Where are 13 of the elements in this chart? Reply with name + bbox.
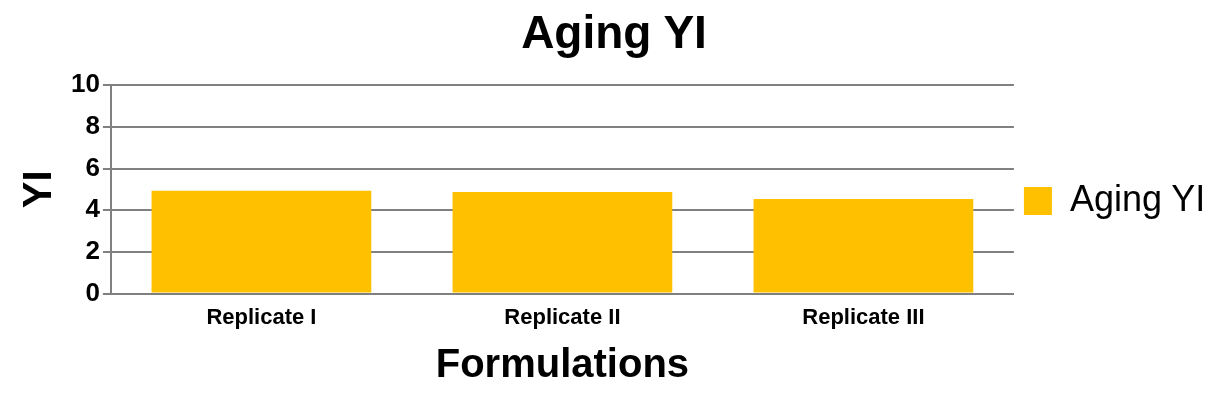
y-tick-label: 4 — [85, 193, 101, 224]
legend-label: Aging YI — [1069, 177, 1206, 219]
y-tick-label: 0 — [85, 276, 100, 307]
x-tick-label: Replicate II — [504, 303, 621, 329]
y-tick-label: 6 — [85, 151, 100, 182]
y-tick-label: 8 — [85, 110, 100, 141]
y-axis-title: YI — [15, 170, 60, 209]
x-tick-label: Replicate III — [802, 303, 925, 329]
chart-title: Aging YI — [521, 6, 707, 59]
y-tick-label: 10 — [71, 68, 100, 99]
x-tick-label: Replicate I — [206, 303, 317, 329]
y-tick-label: 2 — [85, 235, 100, 266]
x-axis-title: Formulations — [435, 341, 690, 386]
